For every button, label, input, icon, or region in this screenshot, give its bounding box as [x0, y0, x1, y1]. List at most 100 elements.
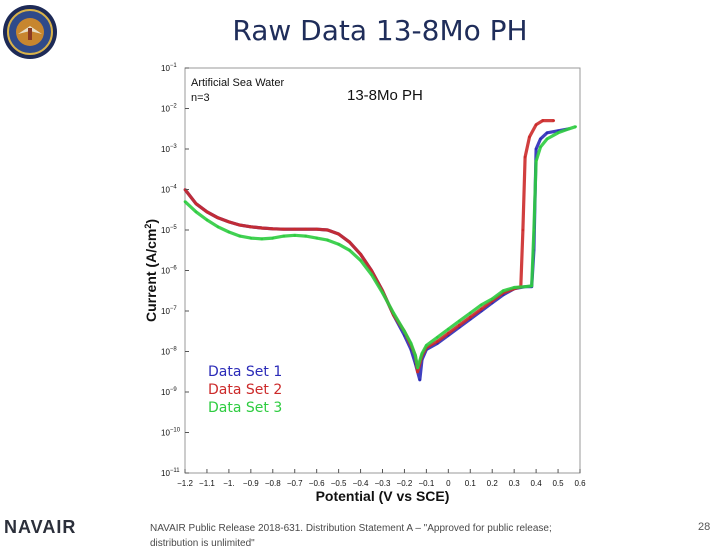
data-point-2-30	[469, 315, 472, 319]
data-point-2-41	[552, 119, 555, 122]
data-point-3-7	[249, 236, 253, 240]
annotation-medium: Artificial Sea Water	[191, 77, 284, 89]
data-point-1-39	[539, 137, 542, 141]
y-axis-label: Current (A/cm2)	[143, 219, 159, 322]
x-tick-label-6: −0.6	[309, 479, 325, 488]
navair-footer-logo: NAVAIR	[4, 517, 77, 537]
data-point-3-38	[534, 159, 538, 163]
data-point-3-33	[501, 289, 505, 293]
y-tick-label-9: 10−10	[161, 428, 181, 438]
data-point-1-24	[418, 378, 422, 382]
data-point-3-3	[205, 218, 209, 222]
data-point-3-16	[348, 249, 351, 252]
x-tick-label-9: −0.3	[375, 479, 391, 488]
legend-entry-1: Data Set 1	[208, 364, 282, 380]
x-tick-label-16: 0.4	[531, 479, 543, 488]
y-tick-label-0: 10−1	[161, 63, 177, 73]
data-point-3-2	[194, 210, 198, 214]
data-point-3-25	[420, 352, 424, 355]
data-point-2-37	[523, 155, 527, 159]
data-point-2-40	[541, 119, 544, 122]
data-point-3-40	[545, 137, 549, 141]
x-tick-label-8: −0.4	[353, 479, 369, 488]
x-tick-label-3: −0.9	[243, 479, 259, 488]
x-tick-label-1: −1.1	[199, 479, 215, 488]
data-point-2-7	[249, 225, 253, 229]
x-tick-label-12: 0	[446, 479, 451, 488]
data-point-3-13	[315, 236, 318, 240]
navair-seal-logo	[2, 4, 58, 60]
data-point-3-12	[304, 234, 307, 238]
data-point-2-29	[458, 323, 461, 327]
x-tick-label-10: −0.2	[397, 479, 413, 488]
y-tick-label-5: 10−6	[161, 266, 177, 276]
data-point-3-35	[523, 285, 527, 288]
x-tick-label-7: −0.5	[331, 479, 347, 488]
x-tick-label-4: −0.8	[265, 479, 281, 488]
data-point-3-43	[574, 125, 577, 128]
data-point-3-32	[490, 297, 494, 301]
data-point-2-9	[271, 227, 275, 231]
data-point-2-10	[282, 227, 286, 231]
data-point-2-6	[238, 223, 242, 227]
data-point-2-39	[534, 123, 538, 126]
data-point-3-1	[183, 200, 187, 203]
series-marks	[183, 119, 577, 382]
data-point-3-31	[480, 303, 483, 307]
y-tick-label-1: 10−2	[161, 104, 177, 114]
data-point-3-8	[260, 237, 264, 241]
data-point-2-14	[326, 228, 329, 232]
data-point-3-6	[238, 234, 242, 238]
y-tick-label-6: 10−7	[161, 306, 177, 316]
data-point-1-38	[534, 147, 538, 151]
data-point-2-8	[260, 226, 264, 230]
data-point-2-11	[293, 227, 296, 231]
data-point-3-14	[326, 238, 329, 242]
data-point-3-20	[392, 311, 395, 315]
y-tick-label-10: 10−11	[161, 468, 180, 478]
data-point-3-5	[227, 230, 231, 234]
data-point-2-16	[348, 240, 351, 244]
data-point-3-28	[447, 327, 450, 331]
annotation-sample-count: n=3	[191, 92, 210, 104]
x-tick-label-17: 0.5	[552, 479, 564, 488]
data-point-3-11	[293, 234, 296, 237]
data-point-3-23	[414, 354, 417, 357]
slide-title: Raw Data 13-8Mo PH	[232, 14, 528, 47]
data-point-3-15	[337, 242, 340, 246]
data-point-2-27	[436, 340, 439, 343]
page-number: 28	[698, 521, 711, 533]
data-point-3-29	[458, 319, 461, 323]
data-point-3-21	[403, 330, 406, 333]
data-point-2-4	[216, 216, 220, 220]
data-point-3-10	[282, 234, 286, 238]
y-tick-label-7: 10−8	[161, 347, 177, 357]
data-point-3-22	[409, 342, 413, 345]
chart-title: 13-8Mo PH	[347, 87, 423, 104]
x-tick-label-18: 0.6	[574, 479, 586, 488]
data-point-2-24	[416, 370, 419, 374]
x-axis-ticks: −1.2 −1.1 −1. −0.9 −0.8 −0.7 −0.6 −0.5 −0.4 −0.3−…	[177, 469, 586, 488]
data-point-2-31	[480, 307, 483, 311]
x-tick-label-14: 0.2	[487, 479, 499, 488]
x-tick-label-11: −0.1	[418, 479, 434, 488]
y-tick-label-2: 10−3	[161, 144, 177, 154]
data-point-3-19	[381, 291, 384, 295]
data-point-3-18	[370, 273, 373, 276]
y-tick-label-4: 10−5	[161, 225, 177, 235]
y-tick-label-8: 10−9	[161, 387, 177, 397]
data-point-2-36	[521, 228, 525, 232]
x-tick-label-5: −0.7	[287, 479, 303, 488]
data-point-2-13	[315, 227, 318, 231]
data-point-3-39	[539, 145, 542, 149]
data-point-2-28	[447, 332, 450, 335]
data-point-3-34	[512, 286, 516, 289]
data-point-3-27	[436, 336, 439, 339]
data-point-3-26	[425, 344, 428, 347]
data-point-2-5	[227, 220, 231, 224]
data-point-2-12	[304, 227, 307, 231]
data-point-2-15	[337, 232, 340, 236]
data-point-3-36	[530, 284, 533, 288]
data-point-3-9	[271, 236, 275, 240]
x-axis-label: Potential (V vs SCE)	[316, 488, 450, 504]
